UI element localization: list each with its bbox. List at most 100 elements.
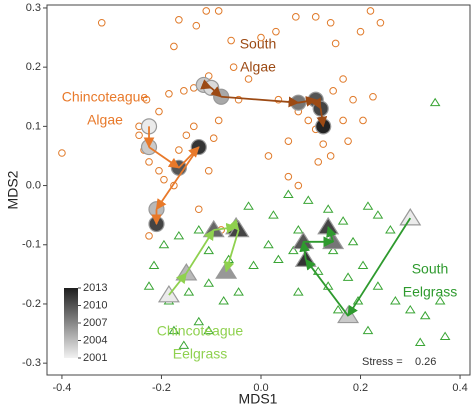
trajectory-arrow	[305, 258, 349, 317]
colorbar	[64, 288, 78, 358]
point	[356, 27, 365, 36]
point	[194, 205, 203, 214]
x-tick-label: 0.2	[353, 382, 368, 394]
point	[182, 131, 191, 140]
trajectory-arrow	[311, 97, 322, 110]
trajectory-arrow	[299, 240, 310, 260]
point	[263, 239, 274, 249]
y-tick-label: -0.3	[22, 357, 41, 369]
x-axis-label: MDS1	[239, 391, 278, 407]
point	[344, 137, 352, 145]
point	[293, 225, 304, 234]
x-tick-label: 0.0	[253, 382, 268, 394]
point	[203, 325, 215, 335]
y-tick-label: -0.2	[22, 298, 41, 310]
y-tick-label: -0.1	[22, 239, 41, 251]
trajectory-arrow	[185, 229, 215, 274]
point	[148, 260, 160, 269]
point	[273, 254, 284, 264]
point	[312, 266, 324, 275]
x-tick-label: -0.2	[152, 382, 171, 394]
point	[209, 134, 218, 142]
point	[214, 7, 223, 15]
trajectory-arrow	[223, 229, 240, 273]
x-tick-label: 0.4	[452, 382, 467, 394]
point	[178, 340, 190, 349]
point	[170, 42, 178, 51]
point	[404, 304, 416, 314]
trajectory-label: Chincoteague	[157, 323, 244, 339]
point	[372, 210, 384, 219]
trajectory-label: Eelgrass	[173, 346, 227, 362]
point	[322, 204, 334, 213]
point	[272, 27, 280, 36]
point	[359, 116, 367, 125]
point	[326, 18, 335, 27]
point	[214, 116, 223, 125]
point	[135, 131, 143, 140]
trajectory-arrow	[200, 79, 213, 90]
trajectory-label: South	[412, 261, 449, 277]
point	[145, 158, 153, 166]
point	[339, 75, 347, 83]
point	[165, 90, 173, 98]
point	[352, 296, 364, 305]
colorbar-label: 2004	[83, 334, 107, 346]
point	[175, 146, 183, 154]
trajectory-arrow	[210, 86, 222, 98]
point	[294, 181, 303, 190]
point	[429, 97, 441, 107]
trajectory-label: Chincoteague	[62, 89, 149, 105]
point	[434, 296, 446, 305]
point	[419, 310, 431, 320]
trajectory-arrow	[155, 146, 200, 211]
plot-frame	[46, 4, 471, 376]
point	[319, 140, 327, 148]
point	[372, 281, 384, 290]
point	[227, 36, 235, 45]
point	[233, 287, 244, 296]
point	[193, 316, 205, 326]
trajectory-arrow	[228, 219, 240, 231]
y-tick-label: 0.2	[26, 61, 41, 73]
y-axis-label: MDS2	[5, 170, 21, 209]
trajectory-arrow	[148, 146, 180, 169]
point	[390, 296, 401, 305]
point	[204, 166, 213, 175]
colorbar-label: 2013	[83, 282, 107, 294]
y-tick-label: 0.1	[26, 120, 41, 132]
point	[302, 195, 314, 204]
point	[376, 18, 385, 27]
point	[314, 158, 323, 166]
point	[183, 287, 195, 296]
point	[168, 325, 180, 335]
point	[329, 87, 337, 95]
point	[362, 325, 374, 335]
point	[288, 245, 299, 255]
y-tick-label: 0.0	[26, 179, 41, 191]
point	[203, 245, 215, 255]
point	[190, 122, 198, 131]
trajectory-label: South	[240, 36, 277, 52]
point	[173, 230, 185, 240]
trajectory-arrow	[326, 225, 337, 243]
point	[284, 172, 293, 181]
point	[293, 287, 304, 296]
point	[385, 225, 396, 234]
point	[439, 331, 451, 341]
point	[203, 278, 215, 287]
point	[326, 152, 335, 160]
point	[58, 149, 66, 157]
point	[274, 95, 283, 104]
trajectory-point	[399, 207, 422, 226]
trajectory-label: Algae	[240, 59, 276, 75]
point	[202, 7, 211, 15]
point	[362, 201, 374, 210]
colorbar-label: 2010	[83, 299, 107, 311]
point	[283, 189, 294, 198]
trajectory-arrow	[347, 217, 412, 317]
point	[248, 260, 259, 269]
point	[414, 337, 426, 346]
point	[257, 33, 265, 42]
